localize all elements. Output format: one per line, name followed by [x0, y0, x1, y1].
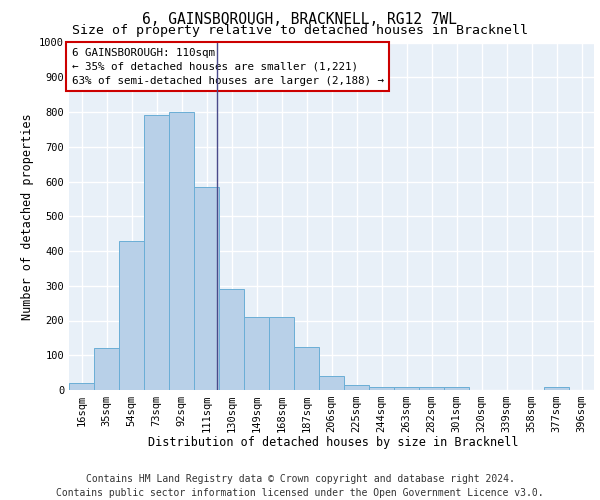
- Bar: [69, 383, 94, 390]
- Bar: [369, 386, 394, 390]
- Bar: [419, 387, 444, 390]
- Bar: [144, 116, 169, 390]
- Bar: [269, 317, 294, 390]
- Text: 6, GAINSBOROUGH, BRACKNELL, RG12 7WL: 6, GAINSBOROUGH, BRACKNELL, RG12 7WL: [143, 12, 458, 28]
- Bar: [319, 376, 344, 390]
- Bar: [194, 186, 219, 390]
- Bar: [394, 387, 419, 390]
- Text: Contains HM Land Registry data © Crown copyright and database right 2024.
Contai: Contains HM Land Registry data © Crown c…: [56, 474, 544, 498]
- Bar: [244, 317, 269, 390]
- Text: Distribution of detached houses by size in Bracknell: Distribution of detached houses by size …: [148, 436, 518, 449]
- Bar: [544, 386, 569, 390]
- Y-axis label: Number of detached properties: Number of detached properties: [20, 113, 34, 320]
- Bar: [444, 387, 469, 390]
- Text: Size of property relative to detached houses in Bracknell: Size of property relative to detached ho…: [72, 24, 528, 37]
- Bar: [119, 240, 144, 390]
- Bar: [94, 348, 119, 390]
- Bar: [169, 112, 194, 390]
- Bar: [344, 385, 369, 390]
- Bar: [219, 289, 244, 390]
- Text: 6 GAINSBOROUGH: 110sqm
← 35% of detached houses are smaller (1,221)
63% of semi-: 6 GAINSBOROUGH: 110sqm ← 35% of detached…: [71, 48, 383, 86]
- Bar: [294, 346, 319, 390]
